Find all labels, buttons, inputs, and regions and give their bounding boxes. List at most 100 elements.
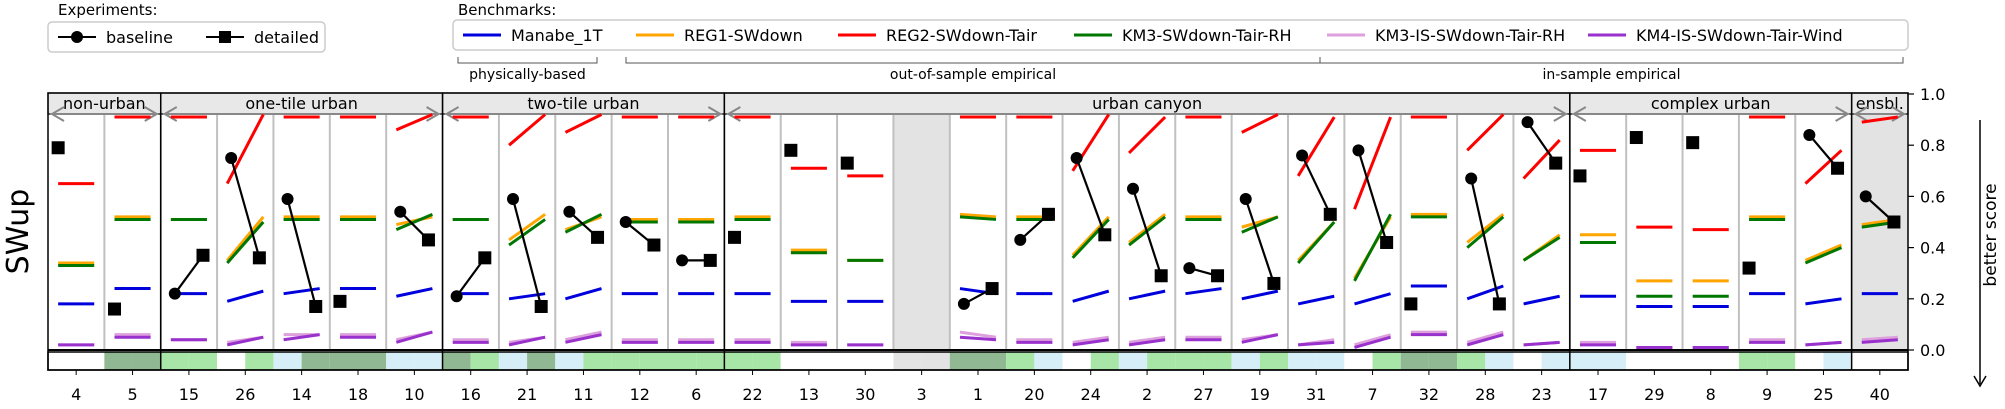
benchmark-segment-km4 [508,335,546,347]
x-tick-label: 20 [1024,385,1044,404]
benchmark-segment-reg2 [1241,113,1279,134]
site-band-left [1118,352,1148,370]
x-tick-label: 14 [291,385,311,404]
experiment-connector [230,157,261,259]
benchmark-segment-km3 [1466,215,1505,249]
detailed-point [252,251,266,265]
x-tick-label: 2 [1142,385,1152,404]
benchmark-segment-reg2 [1804,149,1843,185]
plot-frame [47,92,1909,371]
arrow-left-icon [162,106,178,122]
benchmarks-legend-frame [452,19,1909,51]
site-band-left [160,352,189,370]
detailed-point [196,248,210,262]
experiment-connector [1075,157,1106,236]
detailed-marker-icon [219,31,231,43]
detailed-point [108,302,122,316]
site-band-right [1879,352,1908,370]
site-band-right [132,352,161,370]
benchmark-segment-km3 [395,212,433,232]
site-band-right [752,352,781,370]
benchmark-group-label: physically-based [469,67,586,83]
baseline-point [1803,128,1816,141]
benchmark-segment-km4 [1128,338,1166,347]
detailed-point [309,299,323,313]
site-band-left [273,352,302,370]
benchmark-segment-reg1 [959,212,997,219]
baseline-point [281,192,294,205]
benchmark-segment-km4 [1072,338,1109,347]
benchmark-legend-label: KM3-IS-SWdown-Tair-RH [1375,26,1565,45]
detailed-point [1686,136,1700,150]
benchmark-segment-manabe [565,287,602,301]
site-band-left [1344,352,1373,370]
benchmark-segment-reg2 [1522,139,1561,180]
site-band-left [1400,352,1429,370]
benchmark-segment-km3 [1804,246,1843,265]
x-tick-label: 3 [917,385,927,404]
site-band-left [1569,352,1598,370]
benchmark-segment-km4 [1354,335,1391,349]
benchmark-segment-manabe [1241,289,1279,301]
site-band-right [1259,352,1288,370]
benchmark-segment-manabe [1466,284,1504,301]
baseline-point [1070,152,1083,164]
benchmark-segment-km3 [1522,236,1561,262]
baseline-point [168,287,181,300]
benchmark-segment-km3is [1128,335,1166,344]
benchmark-segment-reg1 [508,213,546,242]
legend-layer: Experiments: baseline detailed Benchmarks: M… [47,1,1909,83]
site-band-left [949,352,978,370]
arrow-left-icon [1853,106,1869,122]
better-score-label: better score [1981,183,2001,286]
benchmark-segment-manabe [1523,294,1560,306]
x-tick-label: 19 [1250,385,1270,404]
benchmark-segment-km4 [1861,338,1898,344]
site-band-left [1062,352,1091,370]
x-tick-label: 25 [1813,385,1833,404]
site-band-right [301,352,330,370]
experiment-connector [1357,149,1388,243]
site-band-left [442,352,471,370]
y-axis-label: SWup [1,189,36,275]
experiment-connector [1526,121,1557,164]
y-tick-label: 0.4 [1920,239,1945,258]
x-tick-label: 15 [179,385,199,404]
detailed-point [985,282,999,296]
experiments-legend-label: baseline [106,28,173,47]
benchmark-segment-km4 [283,333,320,342]
site-band-right [1034,352,1063,370]
benchmark-segment-reg1 [1466,213,1505,244]
benchmark-segment-reg2 [395,113,433,132]
detailed-point [534,299,548,313]
benchmark-legend-label: Manabe_1T [511,26,603,46]
benchmark-segment-manabe [1805,297,1842,306]
detailed-point [647,238,661,252]
benchmark-segment-km4 [1523,340,1560,347]
arrow-left-icon [444,106,460,122]
benchmark-legend-label: KM3-SWdown-Tair-RH [1122,26,1292,45]
site-band-left [1288,352,1317,370]
y-tick-label: 0.0 [1920,341,1945,360]
benchmark-segment-manabe [226,289,264,303]
detailed-point [1742,261,1756,275]
detailed-point [1831,161,1845,175]
benchmark-segment-km4 [1298,340,1335,347]
site-band-right [583,352,612,370]
baseline-point [1859,190,1872,203]
site-band-right [808,352,838,370]
baseline-point [1352,144,1365,157]
benchmark-segment-km3 [1071,218,1110,259]
site-band-right [1654,352,1683,370]
benchmark-segment-reg2 [1127,115,1167,154]
x-tick-label: 1 [973,385,983,404]
site-band-left [724,352,753,370]
site-band-right [1428,352,1458,370]
site-band-right [1203,352,1232,370]
detailed-point [421,233,435,247]
plot-area: non-urban one-tile urban two-tile urban urb… [1,85,2001,404]
benchmark-segment-km3 [1353,213,1392,282]
benchmark-segment-km3is [1861,335,1898,342]
detailed-point [1492,297,1506,311]
category-header-label: two-tile urban [527,94,639,113]
